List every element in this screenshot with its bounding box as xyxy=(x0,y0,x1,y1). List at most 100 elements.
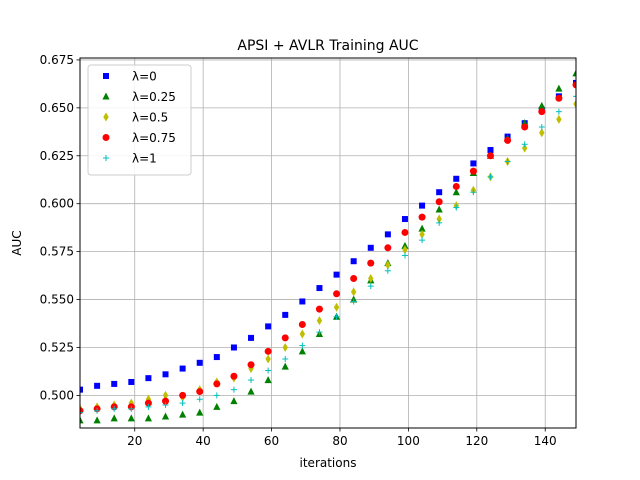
data-point xyxy=(265,323,272,330)
data-point xyxy=(230,397,238,405)
data-point xyxy=(436,219,443,226)
data-point xyxy=(504,158,511,165)
data-point xyxy=(316,316,323,326)
data-point xyxy=(299,329,306,339)
data-point xyxy=(350,258,357,265)
data-point xyxy=(350,274,358,282)
data-point xyxy=(128,405,135,412)
legend-label: λ=0.25 xyxy=(132,90,176,104)
data-point xyxy=(213,380,221,388)
x-axis: 20 40 60 80 100 120 140 xyxy=(127,428,557,448)
series-2 xyxy=(80,99,576,414)
data-point xyxy=(80,386,83,393)
x-axis-label: iterations xyxy=(300,456,357,470)
data-point xyxy=(521,141,528,148)
data-point xyxy=(436,189,443,196)
y-tick-label: 0.650 xyxy=(40,101,74,115)
data-point xyxy=(80,409,83,416)
plot-area xyxy=(79,57,577,429)
data-point xyxy=(572,69,576,77)
data-point xyxy=(298,320,306,328)
y-axis: 0.500 0.525 0.550 0.575 0.600 0.625 0.650 0.675 xyxy=(40,53,80,402)
data-point xyxy=(572,81,576,89)
data-point xyxy=(538,101,546,109)
y-tick-label: 0.550 xyxy=(40,293,74,307)
data-point xyxy=(162,401,169,408)
data-point xyxy=(573,99,576,109)
data-point xyxy=(94,407,101,414)
data-point xyxy=(435,198,443,206)
legend-label: λ=0.5 xyxy=(132,111,168,125)
data-point xyxy=(298,347,306,355)
data-point xyxy=(162,390,169,400)
data-point xyxy=(419,229,425,239)
x-tick-label: 20 xyxy=(127,434,142,448)
data-point xyxy=(128,378,135,385)
data-point xyxy=(538,124,545,131)
data-point xyxy=(315,305,323,313)
data-point xyxy=(453,204,460,211)
data-point xyxy=(230,344,237,351)
data-point xyxy=(316,285,323,292)
data-point xyxy=(384,244,392,252)
data-point xyxy=(127,414,135,422)
data-point xyxy=(230,372,238,380)
data-point xyxy=(435,205,443,213)
data-point xyxy=(248,334,255,341)
data-point xyxy=(333,271,340,278)
data-point xyxy=(452,182,460,190)
data-point xyxy=(487,147,494,154)
data-point xyxy=(281,362,289,370)
data-point xyxy=(453,175,460,182)
data-point xyxy=(144,414,153,422)
legend-marker xyxy=(102,92,110,100)
data-point xyxy=(401,228,409,236)
legend-label: λ=0.75 xyxy=(132,131,176,145)
x-tick-label: 120 xyxy=(465,434,488,448)
data-point xyxy=(316,329,323,336)
axes-frame xyxy=(79,57,577,429)
data-point xyxy=(213,402,221,410)
y-tick-label: 0.500 xyxy=(40,388,74,402)
data-point xyxy=(556,114,562,124)
data-point xyxy=(333,302,340,312)
data-point xyxy=(179,391,187,399)
data-point xyxy=(230,386,237,393)
data-point xyxy=(265,354,271,364)
data-point xyxy=(162,371,169,378)
data-point xyxy=(299,298,306,305)
data-point xyxy=(418,224,426,232)
legend-marker xyxy=(103,155,109,161)
data-point xyxy=(367,259,375,267)
data-point xyxy=(161,412,170,420)
data-point xyxy=(539,128,545,138)
data-point xyxy=(469,167,477,175)
data-point xyxy=(555,94,563,102)
data-point xyxy=(470,189,477,196)
data-point xyxy=(401,252,408,259)
legend-box xyxy=(87,64,192,176)
data-point xyxy=(367,244,374,251)
data-point xyxy=(555,84,563,92)
series-layer xyxy=(80,69,576,424)
data-point xyxy=(145,403,152,410)
data-point xyxy=(196,359,203,366)
data-point xyxy=(196,396,203,403)
legend-label: λ=1 xyxy=(132,152,157,166)
y-tick-label: 0.525 xyxy=(40,340,74,354)
legend-label: λ=0 xyxy=(132,70,157,84)
data-point xyxy=(248,377,255,384)
data-point xyxy=(264,376,272,384)
data-point xyxy=(265,367,272,374)
series-4 xyxy=(80,93,576,416)
data-point xyxy=(333,313,340,320)
data-point xyxy=(418,213,426,221)
x-tick-label: 40 xyxy=(196,434,211,448)
y-tick-label: 0.575 xyxy=(40,245,74,259)
data-point xyxy=(247,361,255,369)
data-point xyxy=(504,136,512,144)
data-point xyxy=(299,342,306,349)
chart-title: APSI + AVLR Training AUC xyxy=(237,38,418,54)
data-point xyxy=(487,173,494,180)
data-point xyxy=(436,214,442,224)
